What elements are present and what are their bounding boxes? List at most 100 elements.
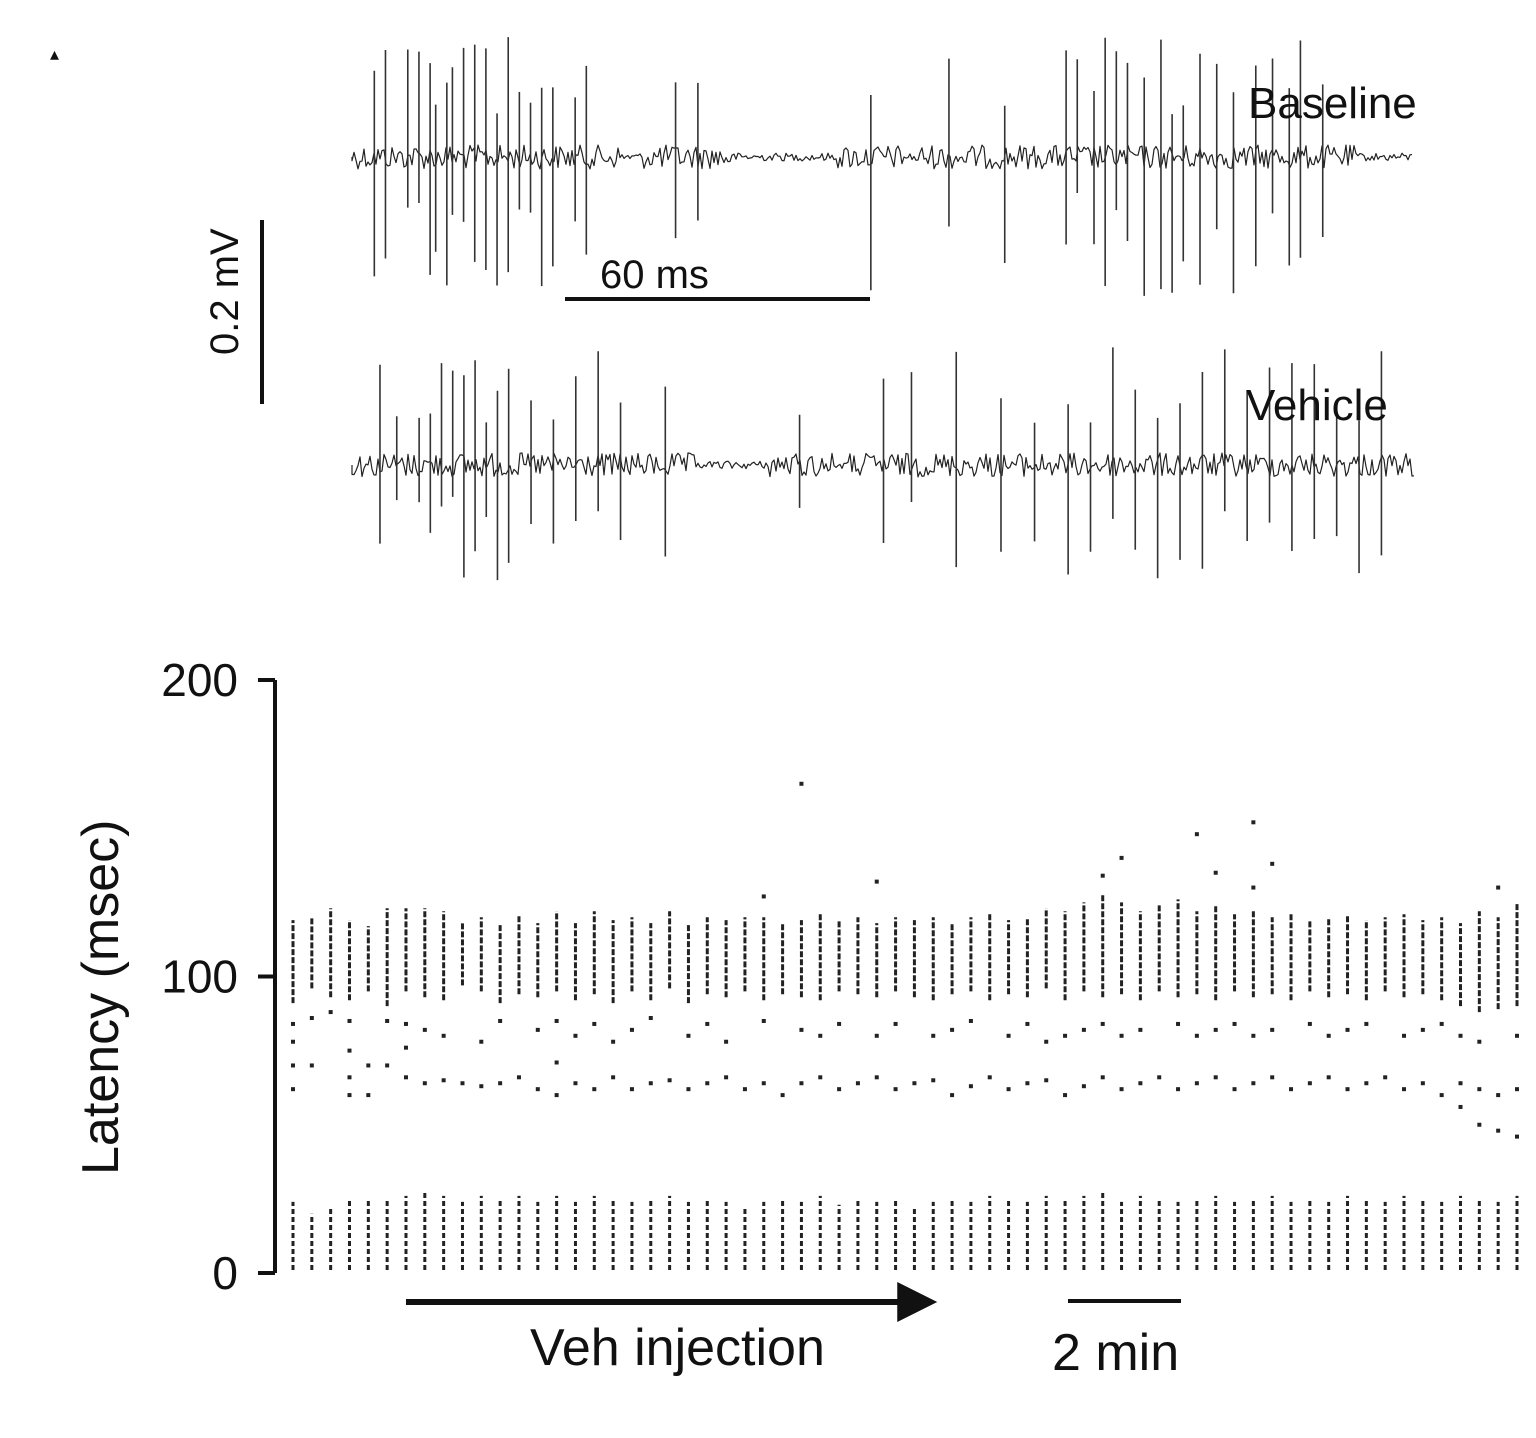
raster-spike <box>535 1087 540 1092</box>
raster-spike <box>498 1081 503 1086</box>
raster-spike <box>554 1018 559 1023</box>
raster-spike <box>1515 1033 1519 1038</box>
time-scale-label-trace: 60 ms <box>600 253 709 297</box>
raster-spike <box>1063 1033 1068 1038</box>
raster-spike <box>648 1016 653 1021</box>
raster-spike <box>987 1075 992 1080</box>
trace-vehicle-spikes <box>379 347 1383 581</box>
raster-spike <box>1477 1122 1482 1127</box>
raster-spike <box>837 1087 842 1092</box>
raster-spike <box>385 1063 390 1068</box>
raster-spike <box>1307 1081 1312 1086</box>
raster-spike <box>893 1087 898 1092</box>
raster-spike <box>385 1018 390 1023</box>
y-tick-label: 200 <box>161 654 238 706</box>
raster-spike <box>516 1075 521 1080</box>
raster-spike <box>1119 1033 1124 1038</box>
raster-spike <box>1515 1087 1519 1092</box>
raster-spike <box>1100 873 1105 878</box>
y-tick-label: 100 <box>161 951 238 1003</box>
raster-spike <box>1044 1078 1049 1083</box>
raster-spike <box>347 1093 352 1098</box>
raster-spike <box>931 1078 936 1083</box>
raster-spike <box>366 1093 371 1098</box>
raster-spike <box>705 1081 710 1086</box>
raster-spike <box>1402 1087 1407 1092</box>
raster-spike <box>1477 1087 1482 1092</box>
latency-raster-plot: 0 100 200 Latency (msec) Veh injection 2 m… <box>72 654 1519 1382</box>
raster-spike <box>1496 1128 1501 1133</box>
raster-spike <box>1044 1039 1049 1044</box>
raster-spike <box>874 1033 879 1038</box>
raster-spike <box>742 1087 747 1092</box>
raster-spike <box>611 1075 616 1080</box>
raster-spike <box>1025 1081 1030 1086</box>
raster-spike <box>1251 885 1256 890</box>
raster-spike <box>818 1033 823 1038</box>
raster-spike <box>667 1078 672 1083</box>
raster-spike <box>761 1081 766 1086</box>
raster-spike <box>291 1063 295 1068</box>
raster-spike <box>1364 1021 1369 1026</box>
raster-spike <box>309 1063 314 1068</box>
trace-vehicle-line <box>351 452 1415 478</box>
raster-spike <box>1138 1081 1143 1086</box>
raster-spike <box>1345 1027 1350 1032</box>
raster-spike <box>1477 1039 1482 1044</box>
raster-spike <box>1364 1081 1369 1086</box>
raster-spike <box>818 1075 823 1080</box>
raster-spike <box>837 1021 842 1026</box>
raster-spike <box>1458 1081 1463 1086</box>
raster-spike <box>535 1027 540 1032</box>
raster-spike <box>1006 1087 1011 1092</box>
voltage-scale-label: 0.2 mV <box>203 228 247 355</box>
raster-spike <box>629 1087 634 1092</box>
raster-spike <box>1213 870 1218 875</box>
raster-spike <box>648 1081 653 1086</box>
raster-spike <box>855 1081 860 1086</box>
raster-spike <box>1496 885 1501 890</box>
y-axis-label: Latency (msec) <box>72 820 130 1175</box>
raster-spike <box>1194 1033 1199 1038</box>
raster-spike <box>291 1021 295 1026</box>
raster-spike <box>874 1075 879 1080</box>
raster-spike <box>950 1093 955 1098</box>
trace-baseline-spikes <box>373 37 1324 296</box>
raster-spike <box>1251 1033 1256 1038</box>
raster-spike <box>1213 1027 1218 1032</box>
raster-spike <box>1176 1087 1181 1092</box>
raster-spike <box>1100 1021 1105 1026</box>
raster-spike <box>1439 1021 1444 1026</box>
raster-spike <box>1232 1021 1237 1026</box>
raster-spike <box>874 879 879 884</box>
raster-spike <box>1326 1075 1331 1080</box>
y-tick-label: 0 <box>212 1247 238 1299</box>
raster-spike <box>479 1084 484 1089</box>
raster-spike <box>1307 1021 1312 1026</box>
raster-spike <box>309 1016 314 1021</box>
raster-spike <box>592 1021 597 1026</box>
raster-spike <box>761 894 766 899</box>
trace-baseline-line <box>351 144 1413 170</box>
trace-baseline <box>351 37 1413 296</box>
raster-spike <box>1025 1021 1030 1026</box>
raster-spike <box>611 1039 616 1044</box>
raster-spike <box>291 1087 295 1092</box>
raster-spike <box>479 1039 484 1044</box>
raster-spike <box>1326 1033 1331 1038</box>
raster-marks <box>291 781 1519 1271</box>
raster-spike <box>573 1081 578 1086</box>
raster-spike <box>1289 1087 1294 1092</box>
raster-spike <box>1345 1087 1350 1092</box>
raster-spike <box>1138 1027 1143 1032</box>
raster-spike <box>554 1060 559 1065</box>
raster-spike <box>1081 1084 1086 1089</box>
raster-spike <box>1194 1081 1199 1086</box>
raster-spike <box>1213 1075 1218 1080</box>
raster-spike <box>1458 1033 1463 1038</box>
raster-spike <box>291 1039 295 1044</box>
raster-spike <box>1458 1104 1463 1109</box>
raster-spike <box>950 1027 955 1032</box>
raster-spike <box>799 1081 804 1086</box>
